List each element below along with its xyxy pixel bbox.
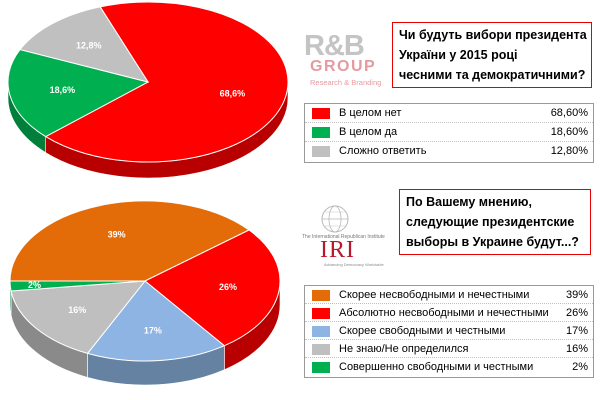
legend-swatch: [312, 344, 330, 355]
legend-label: Абсолютно несвободными и нечестными: [339, 307, 549, 319]
legend-label: Сложно ответить: [339, 145, 427, 157]
legend-value: 26%: [565, 307, 588, 319]
legend-label: Совершенно свободными и честными: [339, 361, 534, 373]
legend-label: В целом нет: [339, 107, 402, 119]
legend-value: 12,80%: [550, 145, 588, 157]
legend-swatch: [312, 127, 330, 138]
legend-row: Не знаю/Не определился 16%: [305, 340, 593, 358]
pie-slice-скорее-свободными-и-честными: [86, 280, 226, 362]
legend-swatch: [312, 290, 330, 301]
legend-swatch: [312, 146, 330, 157]
legend-row: Абсолютно несвободными и нечестными 26%: [305, 304, 593, 322]
iri-logo: The International Republican Institute I…: [302, 204, 392, 274]
legend-swatch: [312, 308, 330, 319]
iri-footer-text: Advancing Democracy Worldwide: [324, 262, 384, 267]
pie-data-label: 17%: [144, 325, 162, 335]
legend-table-next-elections: Скорее несвободными и нечестными 39% Абсол…: [304, 285, 594, 378]
pie-chart-elections-2015: 68,6% 18,6% 12,8%: [7, 1, 289, 179]
pie-data-label: 39%: [108, 229, 126, 239]
legend-swatch: [312, 326, 330, 337]
rb-logo-group-text: GROUP: [310, 58, 377, 75]
legend-row: Сложно ответить 12,80%: [305, 142, 593, 161]
legend-row: Скорее несвободными и нечестными 39%: [305, 286, 593, 304]
legend-label: Скорее несвободными и нечестными: [339, 289, 530, 301]
pie-data-label: 26%: [219, 282, 237, 292]
legend-value: 18,60%: [550, 126, 588, 138]
rb-logo-subtitle: Research & Branding: [310, 78, 382, 87]
iri-logo-text: IRI: [320, 237, 355, 263]
pie-slice-скорее-несвободными-и-нечестными: [9, 200, 250, 282]
question-line: чесними та демократичними?: [399, 68, 586, 82]
question-line: По Вашему мнению,: [406, 195, 532, 209]
legend-label: Не знаю/Не определился: [339, 343, 469, 355]
legend-swatch: [312, 108, 330, 119]
legend-value: 2%: [572, 361, 588, 373]
pie-data-label: 16%: [68, 305, 86, 315]
pie-data-label: 18,6%: [50, 85, 76, 95]
legend-label: В целом да: [339, 126, 398, 138]
legend-row: Скорее свободными и честными 17%: [305, 322, 593, 340]
pie-slice-абсолютно-несвободными-и-нечестными: [144, 229, 281, 347]
question-box-elections-2015: Чи будуть вибори президента України у 20…: [392, 22, 592, 88]
legend-row: В целом да 18,60%: [305, 123, 593, 142]
legend-swatch: [312, 362, 330, 373]
legend-table-elections-2015: В целом нет 68,60% В целом да 18,60% Сложно …: [304, 103, 594, 163]
question-line: следующие президентские: [406, 215, 575, 229]
iri-globe-icon: [321, 205, 349, 233]
legend-value: 17%: [565, 325, 588, 337]
question-box-next-elections: По Вашему мнению, следующие президентски…: [399, 189, 591, 255]
rb-group-logo: R&B GROUP Research & Branding: [304, 31, 388, 91]
pie-data-label: 12,8%: [76, 41, 102, 51]
legend-value: 39%: [565, 289, 588, 301]
legend-row: Совершенно свободными и честными 2%: [305, 358, 593, 376]
question-line: України у 2015 році: [399, 48, 518, 62]
pie-slice-сложно-ответить: [19, 6, 150, 83]
legend-row: В целом нет 68,60%: [305, 104, 593, 123]
pie-slice-не-знаю-не-определился: [10, 280, 147, 354]
legend-value: 68,60%: [550, 107, 588, 119]
legend-value: 16%: [565, 343, 588, 355]
pie-slice-в-целом-да: [7, 48, 150, 138]
pie-chart-next-elections: 39% 26% 17% 16% 2%: [9, 200, 281, 386]
iri-header-text: The International Republican Institute: [302, 234, 385, 240]
legend-label: Скорее свободными и честными: [339, 325, 506, 337]
pie-data-label: 2%: [28, 280, 41, 290]
rb-logo-main-text: R&B: [304, 30, 365, 62]
pie-slice-совершенно-свободными-и-честными: [9, 280, 146, 292]
question-line: Чи будуть вибори президента: [399, 28, 587, 42]
pie-slice-в-целом-нет: [44, 1, 289, 163]
question-line: выборы в Украине будут...?: [406, 235, 579, 249]
pie-data-label: 68,6%: [220, 89, 246, 99]
